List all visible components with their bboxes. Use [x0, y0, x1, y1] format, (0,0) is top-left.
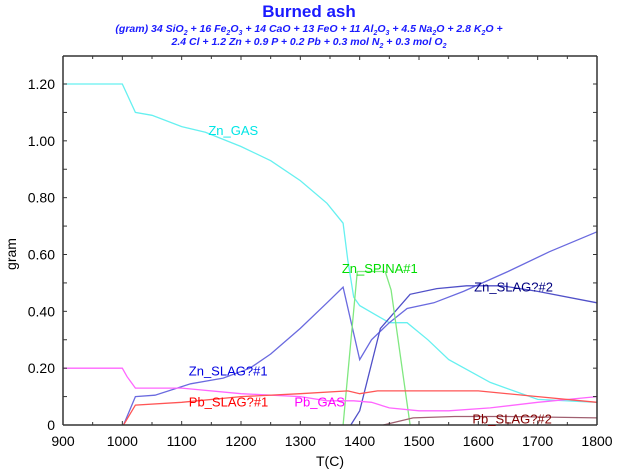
- series-line-zn-slag-1: [122, 231, 598, 426]
- x-tick-label: 1800: [581, 433, 612, 449]
- x-tick-label: 1700: [522, 433, 553, 449]
- y-tick-label: 0.80: [28, 190, 55, 206]
- x-tick-label: 1200: [225, 433, 256, 449]
- y-tick-label: 0.20: [28, 360, 55, 376]
- chart-subtitle-line1: (gram) 34 SiO2 + 16 Fe2O3 + 14 CaO + 13 …: [115, 23, 503, 38]
- series-line-zn-slag-2: [350, 285, 598, 426]
- x-tick-label: 1500: [403, 433, 434, 449]
- x-tick-label: 900: [51, 433, 75, 449]
- series-label-pb-gas: Pb_GAS: [294, 395, 345, 410]
- x-axis-title: T(C): [316, 453, 344, 469]
- series-layer: [63, 83, 598, 426]
- x-tick-label: 1300: [285, 433, 316, 449]
- series-label-zn-gas: Zn_GAS: [208, 123, 258, 138]
- y-tick-label: 1.20: [28, 76, 55, 92]
- y-tick-label: 0.40: [28, 303, 55, 319]
- series-label-pb-slag-2: Pb_SLAG?#2: [472, 412, 552, 427]
- axes: 900 1000 1100 1200 1300 1400 1500 1600 1700 1800 0…: [28, 55, 613, 449]
- y-tick-label: 1.00: [28, 133, 55, 149]
- chart-title: Burned ash: [262, 2, 356, 21]
- series-label-zn-spina-1: Zn_SPINA#1: [342, 261, 418, 276]
- x-tick-label: 1400: [344, 433, 375, 449]
- series-line-zn-gas: [63, 83, 598, 403]
- y-axis-title: gram: [3, 238, 19, 270]
- series-labels: Zn_GAS Zn_SLAG?#1 Zn_SLAG?#2 Zn_SPINA#1 Pb_G…: [189, 123, 553, 426]
- y-tick-label: 0.60: [28, 247, 55, 263]
- series-line-pb-slag-1: [122, 390, 598, 426]
- y-tick-label: 0: [47, 417, 55, 433]
- x-tick-label: 1600: [463, 433, 494, 449]
- series-line-pb-gas: [63, 367, 598, 412]
- series-line-zn-spina-1: [342, 270, 411, 426]
- series-label-zn-slag-2: Zn_SLAG?#2: [474, 279, 553, 294]
- series-label-zn-slag-1: Zn_SLAG?#1: [189, 363, 268, 378]
- x-tick-label: 1000: [107, 433, 138, 449]
- series-label-pb-slag-1: Pb_SLAG?#1: [189, 395, 269, 410]
- chart-subtitle-line2: 2.4 Cl + 1.2 Zn + 0.9 P + 0.2 Pb + 0.3 m…: [171, 36, 447, 51]
- series-line-pb-slag-2: [383, 415, 598, 426]
- x-tick-label: 1100: [167, 433, 197, 449]
